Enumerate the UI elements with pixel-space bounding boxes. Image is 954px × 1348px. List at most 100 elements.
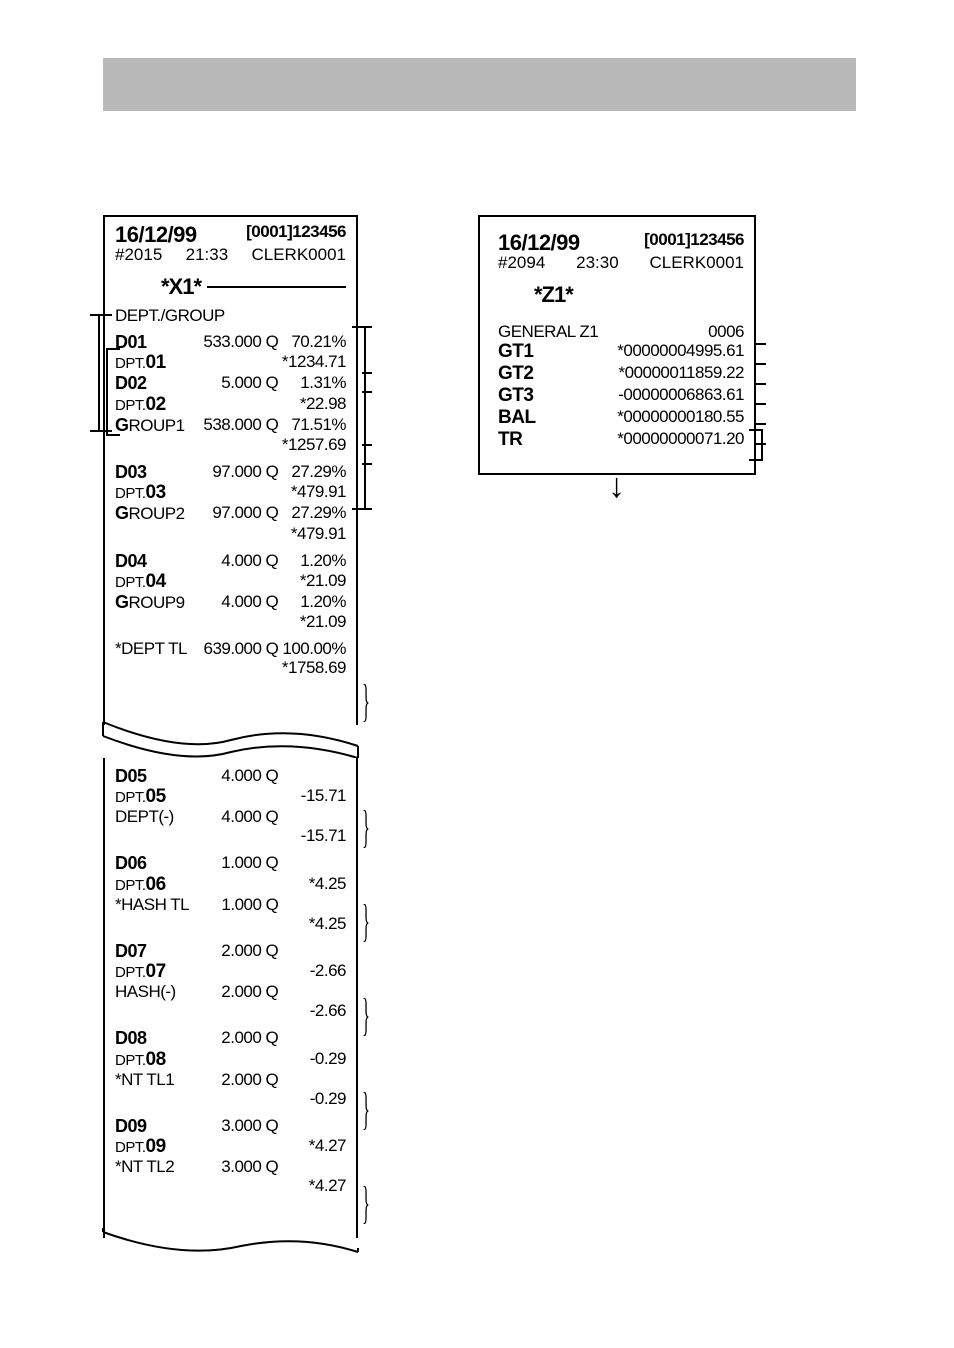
z1-value: -00000006863.61	[618, 385, 744, 407]
dept-label: DPT.09	[115, 1136, 187, 1157]
row-label: D04	[115, 551, 187, 571]
row-value	[278, 807, 346, 826]
tick	[362, 463, 372, 465]
row-value: -15.71	[278, 786, 346, 807]
row-label	[115, 658, 187, 677]
z1-label: GT3	[498, 385, 533, 407]
row-label: D03	[115, 462, 187, 482]
data-row: DPT.07-2.66	[115, 961, 346, 982]
tick	[756, 383, 766, 385]
row-label: D02	[115, 373, 187, 393]
row-qty	[187, 826, 279, 845]
row-label	[115, 1089, 187, 1108]
row-qty	[187, 571, 279, 592]
z1-label: GT1	[498, 341, 533, 363]
row-label: D07	[115, 941, 187, 961]
data-row: D093.000 Q	[115, 1116, 346, 1136]
data-row: -0.29	[115, 1089, 346, 1108]
row-label	[115, 612, 187, 631]
row-value	[278, 1116, 346, 1136]
row-value: *479.91	[278, 482, 346, 503]
row-value: *479.91	[278, 524, 346, 543]
data-row: *NT TL23.000 Q	[115, 1157, 346, 1176]
dept-label: DPT.02	[115, 394, 187, 415]
data-row: DPT.02*22.98	[115, 394, 346, 415]
section-title: DEPT./GROUP	[115, 306, 346, 326]
data-block: D061.000 QDPT.06*4.25*HASH TL1.000 Q*4.2…	[115, 853, 346, 932]
tick	[756, 363, 766, 365]
group-label: GROUP2	[115, 503, 187, 523]
row-label: *HASH TL	[115, 895, 187, 914]
data-row: D044.000 Q1.20%	[115, 551, 346, 571]
data-row: D061.000 Q	[115, 853, 346, 873]
data-row: GROUP94.000 Q1.20%	[115, 592, 346, 612]
data-row: DPT.09 *4.27	[115, 1136, 346, 1157]
callout-bracket	[352, 326, 366, 510]
z1-label: BAL	[498, 407, 536, 429]
tick	[756, 423, 766, 425]
z1-date: 16/12/99	[498, 231, 580, 254]
data-block: D01533.000 Q70.21%DPT.01*1234.71D025.000…	[115, 332, 346, 454]
row-value: -2.66	[278, 961, 346, 982]
row-value: -15.71	[278, 826, 346, 845]
row-value	[278, 895, 346, 914]
row-qty	[187, 1089, 279, 1108]
row-value: *1234.71	[278, 352, 346, 373]
row-value: *21.09	[278, 571, 346, 592]
tick	[756, 403, 766, 405]
callout-bracket	[106, 348, 120, 436]
data-row: *HASH TL1.000 Q	[115, 895, 346, 914]
row-label: D01	[115, 332, 187, 352]
group-label: GROUP1	[115, 415, 187, 435]
row-value: 70.21%	[278, 332, 346, 352]
row-qty	[187, 1176, 279, 1195]
x1-meta: [0001]123456	[246, 223, 346, 246]
dash-line	[207, 286, 346, 288]
row-qty: 639.000 Q	[187, 639, 278, 658]
data-row: D054.000 Q	[115, 766, 346, 786]
gray-header-bar	[103, 58, 856, 111]
receipt-x1: 16/12/99 [0001]123456 #2015 21:33 CLERK0…	[103, 215, 358, 725]
row-qty: 97.000 Q	[187, 462, 279, 482]
data-row: DPT.06*4.25	[115, 874, 346, 895]
row-qty	[187, 1049, 279, 1070]
data-row: GROUP297.000 Q27.29%	[115, 503, 346, 523]
data-block: D082.000 QDPT.08-0.29*NT TL12.000 Q-0.29	[115, 1028, 346, 1107]
z1-mode: *Z1*	[528, 282, 579, 307]
dept-label: DPT.06	[115, 874, 187, 895]
data-row: *4.25	[115, 914, 346, 933]
z1-row: GT1 *00000004995.61	[498, 341, 744, 363]
row-qty: 97.000 Q	[187, 503, 279, 523]
row-value: *1257.69	[278, 435, 346, 454]
row-value: *4.27	[278, 1136, 346, 1157]
tick	[362, 444, 372, 446]
data-row: D0397.000 Q27.29%	[115, 462, 346, 482]
data-row: *1257.69	[115, 435, 346, 454]
tick	[362, 372, 372, 374]
data-row: DPT.05-15.71	[115, 786, 346, 807]
tear-line	[101, 720, 360, 760]
row-label: *DEPT TL	[115, 639, 187, 658]
tick	[756, 343, 766, 345]
row-qty: 2.000 Q	[187, 941, 279, 961]
tick	[90, 430, 100, 432]
z1-value: *00000004995.61	[617, 341, 744, 363]
row-value: *1758.69	[278, 658, 346, 677]
row-qty: 3.000 Q	[187, 1157, 279, 1176]
brace-icon: }	[362, 800, 370, 853]
row-label	[115, 524, 187, 543]
row-qty: 2.000 Q	[187, 1070, 279, 1089]
x1-mode-row: *X1*	[115, 274, 346, 300]
x1-clerk: CLERK0001	[251, 246, 346, 264]
data-row: *479.91	[115, 524, 346, 543]
data-row: -2.66	[115, 1001, 346, 1020]
z1-seq: #2094	[498, 254, 545, 272]
data-block: D044.000 Q1.20%DPT.04*21.09GROUP94.000 Q…	[115, 551, 346, 632]
row-label	[115, 1001, 187, 1020]
arrow-down-icon: ↓	[608, 467, 625, 506]
row-qty: 4.000 Q	[187, 766, 279, 786]
row-value	[278, 982, 346, 1001]
row-value: 27.29%	[278, 462, 346, 482]
z1-row: GT2*00000011859.22	[498, 363, 744, 385]
z1-label: TR	[498, 429, 522, 451]
